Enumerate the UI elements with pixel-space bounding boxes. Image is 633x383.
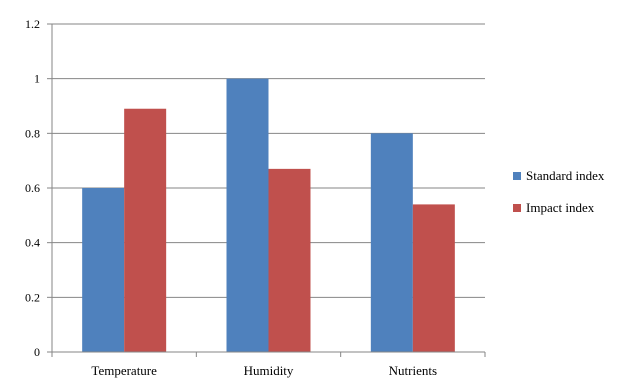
x-category-label: Nutrients [389, 363, 437, 378]
bar-impact-index-nutrients [412, 204, 455, 352]
x-axis-category-labels: Temperature Humidity Nutrients [91, 363, 437, 378]
bar-standard-index-nutrients [370, 133, 413, 352]
bar-standard-index-temperature [82, 188, 125, 352]
bar-standard-index-humidity [226, 78, 269, 353]
y-tick-label: 0.2 [25, 290, 40, 304]
y-tick-label: 0.8 [25, 126, 40, 140]
y-tick-label: 1 [34, 72, 40, 86]
legend-label: Standard index [526, 168, 605, 183]
y-tick-label: 0.4 [25, 236, 40, 250]
y-tick-label: 0.6 [25, 181, 40, 195]
y-tick-label: 0 [34, 345, 40, 359]
legend-swatch [513, 204, 521, 212]
y-tick-label: 1.2 [25, 17, 40, 31]
bars [82, 78, 455, 353]
y-axis-tick-labels: 0 0.2 0.4 0.6 0.8 1 1.2 [25, 17, 40, 359]
legend: Standard index Impact index [513, 168, 605, 215]
bar-impact-index-humidity [268, 168, 311, 352]
legend-swatch [513, 172, 521, 180]
bar-impact-index-temperature [124, 108, 167, 352]
legend-label: Impact index [526, 200, 595, 215]
x-category-label: Temperature [91, 363, 157, 378]
x-axis-tick-marks [51, 352, 486, 357]
x-category-label: Humidity [244, 363, 294, 378]
